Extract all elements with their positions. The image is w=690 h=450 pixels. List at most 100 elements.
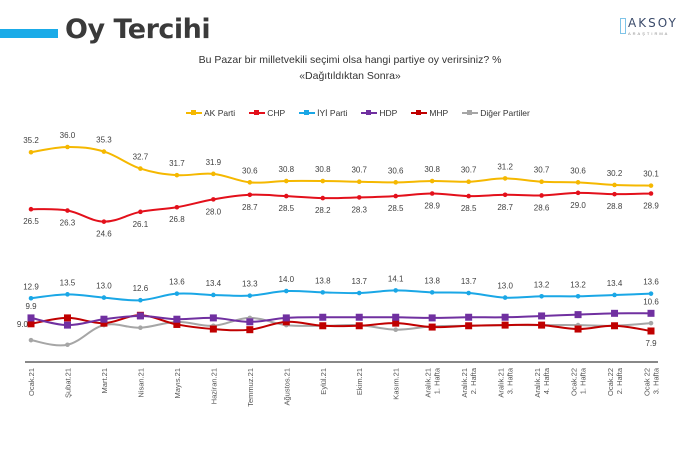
data-point-chp: [393, 193, 399, 199]
data-point-i-yi-parti: [283, 288, 289, 294]
x-tick-text: Ocak.22: [570, 368, 579, 396]
x-tick-label: Aralık.21 2. Hafta: [460, 367, 478, 397]
data-label-chp: 24.6: [96, 230, 112, 239]
x-tick-label: Aralık.21 3. Hafta: [497, 367, 515, 397]
x-tick-text: Mayıs.21: [173, 368, 182, 398]
legend-swatch: [186, 110, 202, 115]
data-label-chp: 28.6: [534, 203, 550, 212]
data-point-hdp: [538, 312, 546, 320]
x-tick-text: 1. Hafta: [433, 367, 442, 394]
data-point-chp: [138, 209, 143, 215]
data-point-ak-parti: [320, 178, 326, 184]
data-point-i-yi-parti: [648, 291, 654, 296]
legend-swatch: [299, 110, 316, 115]
legend-label: CHP: [267, 108, 286, 118]
x-tick-text: 2. Hafta: [615, 367, 624, 394]
data-label-i-yi-parti: 13.7: [351, 277, 367, 286]
data-point-i-yi-parti: [429, 290, 435, 295]
aksoy-logo: AKSOY ARAŞTIRMA: [620, 16, 680, 42]
data-point-chp: [247, 192, 253, 198]
data-point-ak-parti: [356, 179, 362, 185]
data-point-mhp: [647, 327, 655, 335]
data-label-chp: 28.5: [279, 204, 295, 213]
x-tick-label: Aralık.21 4. Hafta: [533, 367, 551, 397]
data-point-hdp: [428, 314, 436, 322]
data-point-mhp: [100, 319, 108, 327]
chart-title-block: Bu Pazar bir milletvekili seçimi olsa ha…: [140, 52, 560, 84]
data-point-hdp: [246, 318, 254, 326]
data-label-i-yi-parti: 13.6: [169, 278, 185, 287]
page-title: Oy Tercihi: [65, 14, 211, 45]
data-label-i-yi-parti: 12.9: [23, 282, 39, 291]
data-point-mhp: [501, 321, 509, 329]
data-label-i-yi-parti: 13.5: [60, 278, 76, 287]
data-point-chp: [612, 191, 617, 197]
data-label-ak-parti: 31.2: [497, 162, 513, 171]
data-point-hdp: [319, 313, 327, 321]
series-line-chp: [30, 191, 652, 223]
chart-subtitle: «Dağıtıldıktan Sonra»: [299, 70, 401, 82]
data-point-ak-parti: [138, 166, 143, 171]
legend-item: HDP: [361, 108, 397, 118]
title-accent-bar: [0, 29, 58, 38]
x-tick-text: Ocak.22: [606, 368, 615, 396]
data-point-i-yi-parti: [356, 290, 362, 296]
data-point-ak-parti: [429, 178, 435, 184]
legend-swatch: [411, 110, 428, 115]
data-point-i-yi-parti: [539, 293, 544, 299]
x-tick-label: Ocak.22 1. Hafta: [570, 367, 588, 396]
x-tick-text: Ocak.21: [27, 368, 36, 396]
data-label-ak-parti: 30.2: [607, 169, 623, 178]
series-line-i-yi-parti: [30, 289, 652, 302]
data-point-i-yi-parti: [211, 292, 216, 298]
data-label-chp: 26.5: [23, 217, 39, 226]
x-tick-text: Eylül.21: [319, 368, 328, 395]
x-tick-label: Aralık.21 1. Hafta: [424, 367, 442, 397]
data-label-chp: 29.0: [570, 201, 586, 210]
data-point-ak-parti: [283, 178, 289, 184]
data-label-i-yi-parti: 12.6: [133, 284, 149, 293]
data-label-i-yi-parti: 13.2: [570, 280, 586, 289]
series-line-di-er-partiler: [30, 316, 652, 347]
data-label-i-yi-parti: 13.4: [206, 279, 222, 288]
legend-item: MHP: [411, 108, 448, 118]
data-point-ak-parti: [247, 180, 253, 185]
data-label-ak-parti: 30.1: [643, 170, 659, 179]
data-label-chp: 28.9: [424, 201, 440, 210]
x-tick-label: Ekim.21: [355, 368, 364, 395]
x-tick-text: Temmuz.21: [246, 368, 255, 407]
data-point-chp: [101, 219, 107, 224]
data-point-chp: [429, 191, 435, 196]
data-point-mhp: [246, 326, 254, 334]
data-point-i-yi-parti: [393, 288, 399, 293]
data-label-ak-parti: 30.8: [315, 165, 331, 174]
x-tick-text: 3. Hafta: [506, 367, 515, 394]
data-point-hdp: [647, 309, 655, 317]
data-point-hdp: [465, 313, 473, 321]
legend-swatch: [361, 110, 378, 115]
x-tick-label: Temmuz.21: [246, 368, 255, 407]
legend-swatch: [462, 110, 479, 115]
data-label-chp: 26.3: [60, 219, 76, 228]
x-tick-label: Kasım.21: [392, 368, 401, 400]
x-tick-text: Ekim.21: [355, 368, 364, 395]
data-point-mhp: [392, 319, 400, 327]
data-point-mhp: [465, 322, 473, 330]
data-point-hdp: [611, 309, 619, 317]
x-tick-text: Mart.21: [100, 368, 109, 393]
data-label-mhp: 7.9: [645, 339, 657, 348]
chart-title: Bu Pazar bir milletvekili seçimi olsa ha…: [198, 54, 502, 66]
data-point-mhp: [173, 320, 181, 328]
data-point-ak-parti: [101, 149, 107, 154]
data-point-chp: [28, 206, 34, 212]
data-point-ak-parti: [466, 179, 471, 185]
data-point-hdp: [501, 313, 509, 321]
x-tick-text: 3. Hafta: [652, 367, 661, 394]
data-point-mhp: [209, 325, 217, 333]
legend-label: MHP: [429, 108, 449, 118]
data-point-chp: [174, 204, 180, 210]
data-point-mhp: [282, 318, 290, 326]
data-label-mhp: 9.0: [17, 320, 29, 329]
data-point-mhp: [63, 314, 71, 322]
